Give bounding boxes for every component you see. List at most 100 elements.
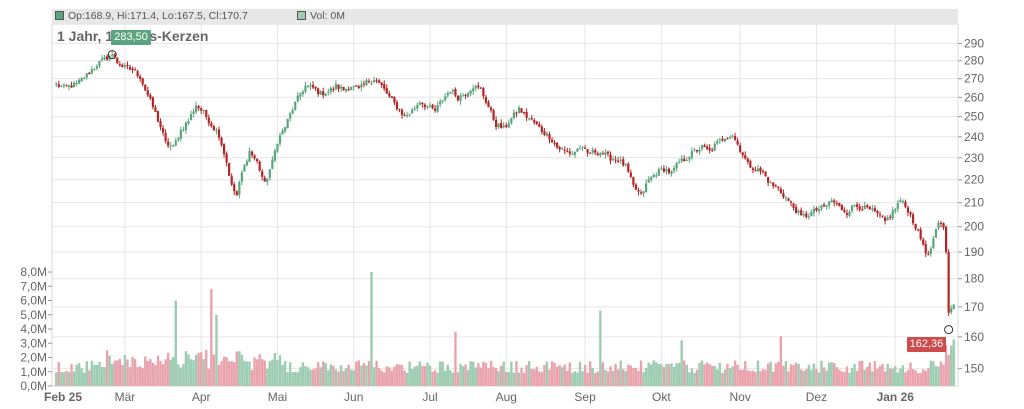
candle-body	[220, 137, 223, 145]
candle-body	[500, 122, 503, 129]
volume-bar	[355, 361, 358, 386]
volume-bar	[878, 365, 882, 386]
volume-bar	[261, 359, 264, 386]
volume-bar	[728, 368, 732, 386]
candle-body	[662, 168, 665, 172]
volume-bar	[703, 364, 706, 386]
volume-bar	[75, 364, 78, 386]
candle-body	[159, 120, 162, 127]
volume-bar	[863, 369, 866, 386]
candle-body	[472, 88, 475, 92]
candle-body	[393, 97, 396, 103]
candle-body	[80, 78, 83, 81]
volume-bar	[451, 372, 455, 386]
volume-bar	[624, 371, 627, 386]
candle-body	[583, 147, 587, 149]
candle-body	[947, 252, 950, 313]
candle-body	[281, 130, 284, 135]
volume-bar	[914, 370, 917, 386]
candle-body	[650, 176, 653, 180]
volume-bar	[456, 372, 460, 386]
candle-body	[835, 203, 838, 205]
volume-bar	[177, 364, 180, 386]
candle-body	[296, 95, 299, 102]
volume-bar	[927, 368, 930, 386]
candle-body	[360, 84, 363, 88]
candle-body	[479, 87, 482, 89]
volume-bar	[332, 365, 335, 386]
volume-bar	[301, 362, 305, 386]
volume-bar	[817, 372, 821, 386]
volume-bar	[411, 369, 414, 386]
candle-body	[840, 205, 843, 211]
volume-bar	[253, 357, 256, 386]
volume-bar	[759, 371, 762, 386]
volume-bar	[726, 363, 729, 386]
volume-bar	[276, 360, 279, 386]
candle-body	[619, 159, 622, 161]
candle-body	[502, 125, 505, 128]
volume-bar	[761, 369, 765, 386]
candle-body	[853, 205, 856, 207]
candle-body	[655, 175, 658, 177]
volume-bar	[240, 354, 244, 386]
volume-bar	[95, 364, 99, 386]
volume-bar	[347, 364, 350, 386]
volume-bar	[553, 362, 556, 386]
candle-body	[652, 174, 655, 177]
candle-body	[700, 145, 704, 150]
volume-bars	[55, 272, 955, 386]
candle-body	[446, 93, 449, 96]
volume-bar	[599, 310, 602, 386]
candle-body	[240, 172, 243, 182]
volume-bar	[566, 370, 569, 386]
volume-bar	[169, 359, 172, 386]
volume-bar	[596, 371, 599, 386]
volume-bar	[561, 367, 564, 386]
volume-bar	[111, 363, 114, 386]
volume-bar	[919, 372, 922, 386]
volume-bar	[144, 356, 147, 386]
volume-bar	[812, 363, 816, 386]
volume-bar	[944, 345, 948, 386]
candle-body	[133, 69, 137, 71]
volume-bar	[515, 360, 518, 386]
candle-body	[423, 104, 427, 108]
candle-body	[439, 101, 442, 105]
candle-body	[510, 118, 513, 124]
volume-bar	[245, 361, 249, 386]
volume-bar	[55, 372, 58, 386]
candle-body	[797, 210, 800, 213]
candle-body	[535, 121, 538, 125]
price-tick-label: 170	[964, 300, 984, 314]
volume-bar	[281, 364, 284, 386]
candle-body	[245, 161, 249, 166]
volume-bar	[146, 360, 149, 386]
candle-body	[726, 138, 729, 140]
volume-bar	[622, 369, 625, 386]
volume-bar	[273, 353, 277, 386]
candle-body	[706, 146, 709, 149]
candle-body	[800, 209, 803, 216]
candle-body	[774, 185, 777, 187]
candle-body	[495, 119, 498, 128]
candle-body	[617, 160, 620, 162]
volume-bar	[266, 368, 269, 386]
candle-body	[795, 207, 798, 214]
candle-body	[461, 95, 465, 97]
candle-body	[690, 151, 693, 158]
volume-bar	[543, 365, 546, 386]
candle-body	[383, 84, 386, 89]
volume-bar	[464, 364, 467, 386]
volume-bar	[288, 362, 292, 386]
time-tick-label: Dez	[806, 390, 827, 404]
candle-body	[116, 57, 119, 64]
volume-bar	[932, 361, 935, 386]
volume-bar	[906, 370, 910, 386]
candle-body	[202, 110, 205, 112]
candle-body	[431, 104, 434, 109]
candle-body	[838, 203, 841, 207]
volume-bar	[278, 355, 282, 386]
volume-bar	[90, 360, 94, 386]
volume-axis: 0,0M1,0M2,0M3,0M4,0M5,0M6,0M7,0M8,0M	[20, 265, 52, 393]
